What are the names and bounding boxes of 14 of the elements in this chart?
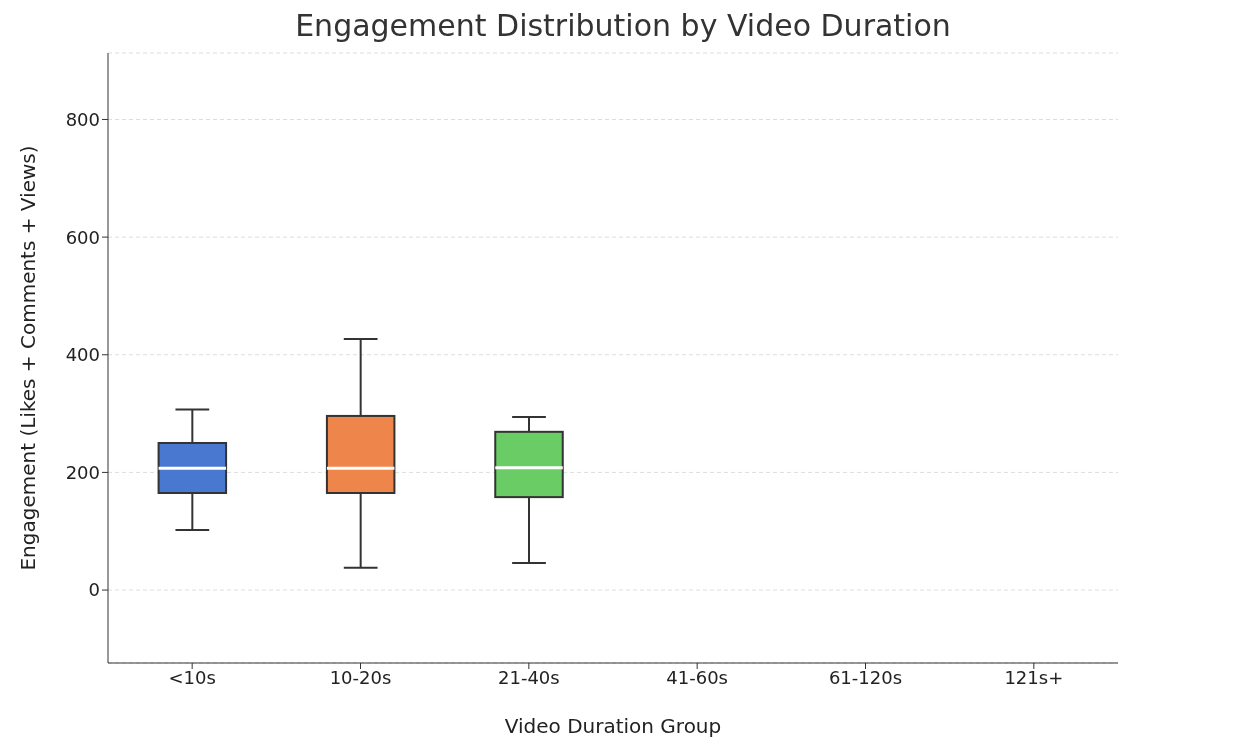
x-tick-label: 10-20s — [329, 666, 392, 688]
y-tick-label: 0 — [88, 579, 100, 601]
x-tick-label: 41-60s — [666, 666, 729, 688]
x-tick-label: 61-120s — [828, 666, 903, 688]
x-tick-label: <10s — [168, 666, 216, 688]
y-tick-label: 600 — [65, 226, 100, 248]
y-tick-label: 800 — [65, 108, 100, 130]
x-axis-title: Video Duration Group — [504, 714, 722, 738]
chart-title: Engagement Distribution by Video Duration — [294, 8, 952, 43]
y-tick-label: 200 — [65, 461, 100, 483]
x-tick-label: 21-40s — [497, 666, 560, 688]
x-tick-label: 121s+ — [1004, 666, 1064, 688]
y-axis-title: Engagement (Likes + Comments + Views) — [16, 145, 41, 571]
y-tick-label: 400 — [65, 344, 100, 366]
